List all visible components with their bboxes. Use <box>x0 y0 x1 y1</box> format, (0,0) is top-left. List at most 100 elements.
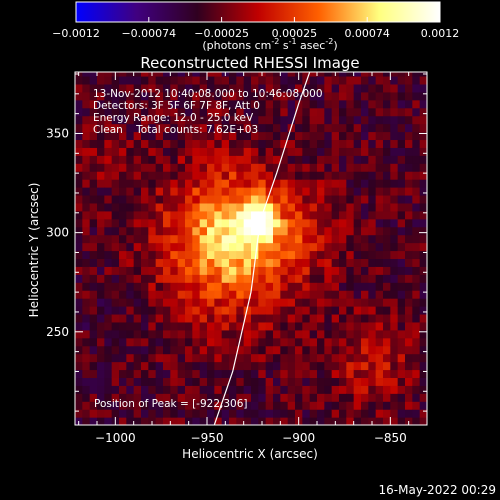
heatmap-cell <box>192 115 201 125</box>
heatmap-cell <box>185 202 193 212</box>
heatmap-cell <box>155 393 164 402</box>
heatmap-cell <box>236 171 245 180</box>
heatmap-cell <box>302 345 311 355</box>
heatmap-cell <box>104 72 113 77</box>
heatmap-cell <box>148 131 157 141</box>
heatmap-cell <box>119 202 127 212</box>
heatmap-cell <box>405 155 413 164</box>
heatmap-cell <box>397 115 406 125</box>
heatmap-cell <box>309 171 318 180</box>
heatmap-cell <box>236 369 245 378</box>
heatmap-cell <box>229 202 237 212</box>
heatmap-cell <box>236 226 245 236</box>
heatmap-cell <box>185 361 193 371</box>
heatmap-cell <box>229 234 237 244</box>
heatmap-cell <box>89 107 98 117</box>
heatmap-cell <box>265 163 274 172</box>
heatmap-cell <box>361 274 369 283</box>
heatmap-cell <box>339 369 347 378</box>
heatmap-cell <box>265 393 274 402</box>
heatmap-cell <box>419 139 427 148</box>
heatmap-cell <box>104 226 113 236</box>
heatmap-cell <box>133 91 142 101</box>
heatmap-cell <box>89 353 98 363</box>
heatmap-cell <box>353 353 362 363</box>
heatmap-cell <box>221 313 230 323</box>
heatmap-cell <box>287 147 296 156</box>
heatmap-cell <box>412 409 421 418</box>
heatmap-cell <box>111 139 120 148</box>
heatmap-cell <box>148 329 157 339</box>
heatmap-cell <box>339 226 347 236</box>
heatmap-cell <box>331 115 340 125</box>
heatmap-cell <box>229 147 237 156</box>
heatmap-cell <box>258 83 267 93</box>
heatmap-cell <box>119 163 127 172</box>
heatmap-cell <box>405 345 413 355</box>
heatmap-cell <box>214 187 223 196</box>
heatmap-cell <box>265 218 274 228</box>
heatmap-cell <box>353 107 362 117</box>
heatmap-cell <box>419 242 427 252</box>
heatmap-cell <box>133 337 142 347</box>
heatmap-cell <box>236 187 245 196</box>
heatmap-cell <box>148 123 157 133</box>
heatmap-cell <box>236 202 245 212</box>
heatmap-cell <box>126 353 135 363</box>
heatmap-cell <box>229 250 237 260</box>
detectors-text: Detectors: 3F 5F 6F 7F 8F, Att 0 <box>93 100 260 112</box>
heatmap-cell <box>229 377 237 386</box>
heatmap-cell <box>126 258 135 267</box>
heatmap-cell <box>302 139 311 148</box>
heatmap-cell <box>170 218 179 228</box>
heatmap-cell <box>192 266 201 275</box>
heatmap-cell <box>185 313 193 323</box>
heatmap-cell <box>97 171 105 180</box>
heatmap-cell <box>236 234 245 244</box>
heatmap-cell <box>185 377 193 386</box>
heatmap-cell <box>287 139 296 148</box>
heatmap-cell <box>324 242 333 252</box>
heatmap-cell <box>170 163 179 172</box>
heatmap-cell <box>331 155 340 164</box>
heatmap-cell <box>89 202 98 212</box>
heatmap-cell <box>214 226 223 236</box>
heatmap-cell <box>207 258 215 267</box>
heatmap-cell <box>273 345 281 355</box>
heatmap-cell <box>163 377 171 386</box>
heatmap-cell <box>339 202 347 212</box>
heatmap-cell <box>419 282 427 291</box>
heatmap-cell <box>361 377 369 386</box>
heatmap-cell <box>331 258 340 267</box>
heatmap-cell <box>390 91 399 101</box>
heatmap-cell <box>287 163 296 172</box>
heatmap-cell <box>339 131 347 141</box>
heatmap-cell <box>97 115 105 125</box>
heatmap-cell <box>405 298 413 307</box>
heatmap-cell <box>361 321 369 331</box>
heatmap-cell <box>397 266 406 275</box>
heatmap-cell <box>412 194 421 204</box>
heatmap-cell <box>229 115 237 125</box>
heatmap-cell <box>309 202 318 212</box>
heatmap-cell <box>199 226 208 236</box>
heatmap-cell <box>119 234 127 244</box>
heatmap-cell <box>243 393 252 402</box>
heatmap-cell <box>111 218 120 228</box>
heatmap-cell <box>324 306 333 315</box>
heatmap-cell <box>265 409 274 418</box>
heatmap-cell <box>412 313 421 323</box>
heatmap-cell <box>89 369 98 378</box>
heatmap-cell <box>82 393 91 402</box>
heatmap-cell <box>273 250 281 260</box>
heatmap-cell <box>155 75 164 85</box>
heatmap-cell <box>295 369 303 378</box>
heatmap-cell <box>111 385 120 394</box>
heatmap-cell <box>251 313 259 323</box>
heatmap-cell <box>119 306 127 315</box>
heatmap-cell <box>273 313 281 323</box>
heatmap-cell <box>353 361 362 371</box>
heatmap-cell <box>375 91 384 101</box>
heatmap-cell <box>243 377 252 386</box>
heatmap-cell <box>368 313 377 323</box>
